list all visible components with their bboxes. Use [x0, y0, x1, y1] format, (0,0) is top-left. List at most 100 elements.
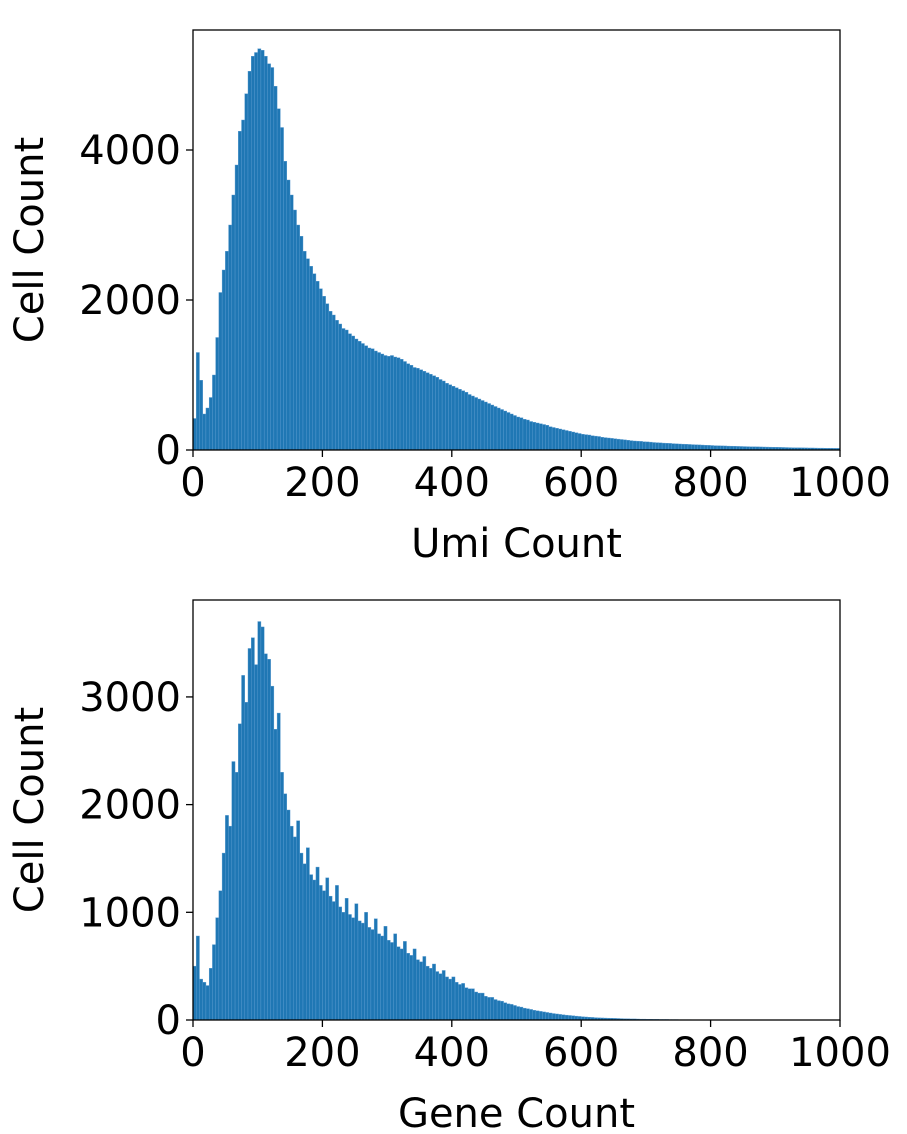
bar	[403, 941, 407, 1021]
bar	[532, 422, 537, 451]
x-tick-label: 200	[284, 1030, 360, 1076]
bar	[632, 440, 637, 451]
bar	[286, 809, 291, 1021]
bar	[338, 323, 343, 451]
bar	[412, 367, 417, 451]
bar	[199, 978, 203, 1021]
bar	[263, 653, 268, 1021]
bar	[490, 997, 495, 1021]
bar	[506, 1003, 511, 1021]
bar	[568, 431, 572, 451]
bar	[435, 971, 440, 1021]
bar	[526, 419, 530, 451]
bar	[542, 1011, 546, 1021]
bar	[251, 56, 255, 451]
bar	[584, 434, 588, 451]
bar	[283, 793, 288, 1021]
bar	[487, 403, 491, 451]
bar	[581, 434, 585, 451]
bar	[263, 56, 268, 451]
bar	[289, 825, 294, 1021]
bar	[406, 363, 410, 451]
bar	[338, 906, 343, 1021]
bar	[367, 927, 372, 1021]
bar	[571, 431, 575, 451]
bar	[577, 433, 582, 451]
bar	[597, 436, 601, 451]
bar	[344, 329, 349, 451]
bar	[390, 355, 394, 451]
bar	[202, 982, 207, 1021]
bar	[422, 956, 427, 1021]
bar	[619, 439, 624, 451]
bar	[325, 877, 330, 1021]
bar	[642, 441, 647, 451]
bar	[493, 406, 498, 451]
bar	[658, 442, 663, 451]
x-axis-label: Gene Count	[398, 1091, 635, 1134]
bar	[422, 371, 427, 451]
bar	[438, 379, 443, 451]
bar	[251, 637, 255, 1021]
bar	[564, 1014, 569, 1021]
bar	[238, 723, 242, 1021]
bar	[315, 866, 320, 1021]
bar	[393, 933, 398, 1021]
bar	[419, 961, 423, 1021]
bar	[289, 194, 294, 451]
bar	[464, 392, 469, 451]
bar	[555, 428, 559, 451]
bar	[377, 352, 381, 451]
bar	[296, 820, 300, 1021]
bar	[260, 626, 265, 1021]
bar	[370, 929, 375, 1021]
bar	[606, 437, 611, 451]
bar	[221, 852, 226, 1021]
bar	[671, 443, 676, 451]
bar	[635, 440, 640, 451]
bar	[506, 412, 511, 451]
plot-frame	[192, 29, 841, 451]
bar	[690, 444, 695, 451]
bar	[228, 825, 233, 1021]
bar	[603, 437, 608, 451]
bar	[325, 303, 330, 451]
bar	[396, 946, 401, 1021]
bar	[399, 948, 404, 1021]
bar	[335, 885, 339, 1021]
bar	[208, 397, 213, 451]
bar	[425, 372, 430, 451]
bar	[623, 439, 627, 451]
bar	[302, 863, 307, 1021]
bar	[600, 437, 605, 451]
bar	[231, 194, 236, 451]
bar	[416, 368, 420, 451]
bar	[503, 1002, 507, 1021]
bar	[593, 435, 598, 451]
bar	[467, 988, 472, 1021]
bar	[713, 445, 718, 451]
bar	[493, 999, 498, 1021]
bar	[483, 996, 488, 1021]
bar	[681, 443, 685, 451]
bar	[409, 365, 414, 451]
bar	[626, 440, 630, 451]
bar	[354, 338, 359, 451]
bar	[496, 1000, 501, 1021]
bar	[674, 443, 679, 451]
bar	[302, 251, 307, 451]
bar	[568, 1015, 572, 1021]
bar	[208, 968, 213, 1021]
bar	[545, 1012, 550, 1021]
bar	[241, 675, 245, 1021]
bar	[542, 424, 546, 451]
bar	[377, 933, 381, 1021]
bar	[629, 440, 634, 451]
bar	[318, 288, 323, 451]
bar	[241, 119, 245, 451]
bar	[697, 444, 702, 451]
bar	[396, 357, 401, 451]
bar	[467, 394, 472, 451]
bar	[461, 390, 465, 451]
bar	[238, 131, 242, 451]
